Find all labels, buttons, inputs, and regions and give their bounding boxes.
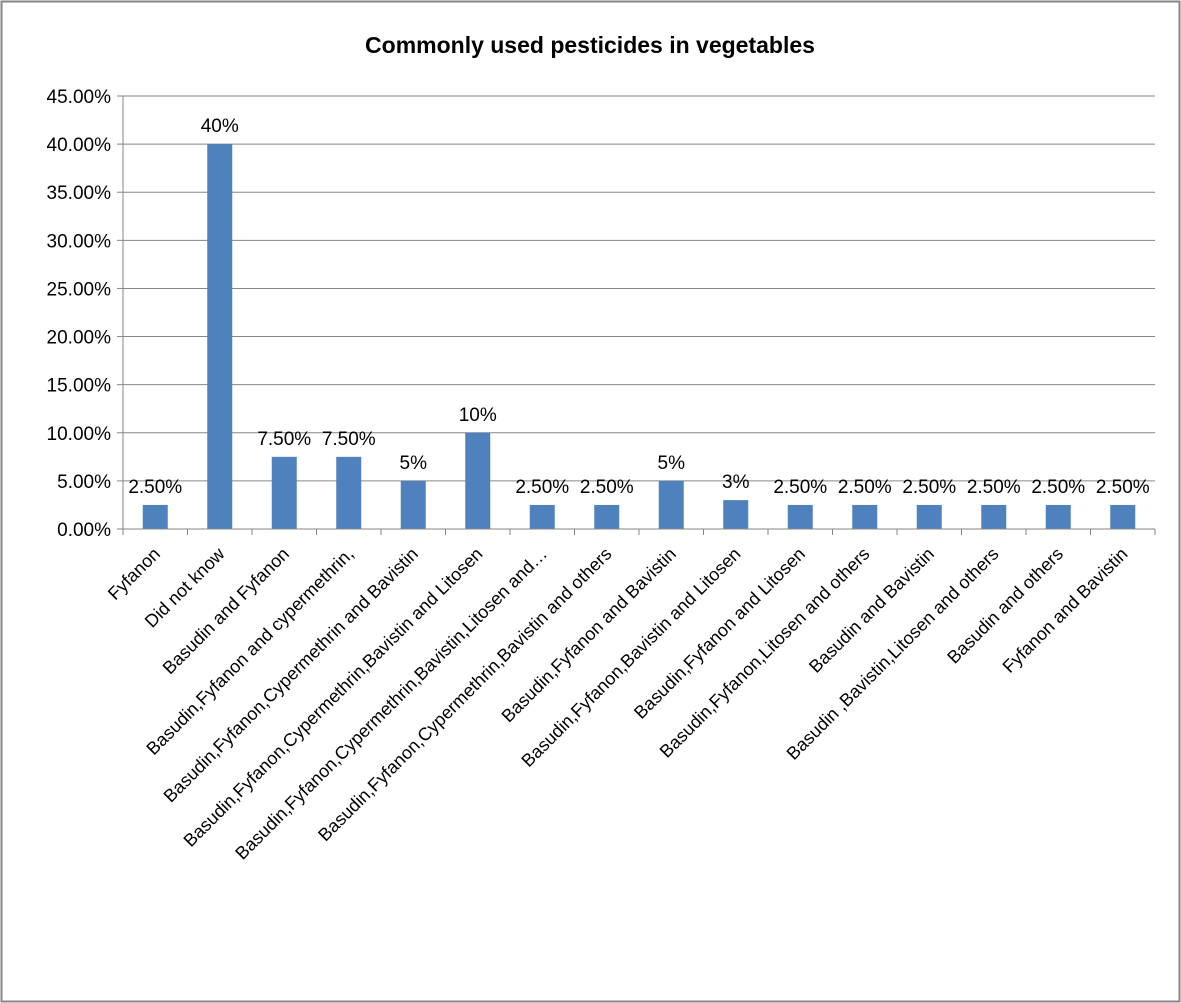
y-tick-label: 35.00% <box>47 183 112 204</box>
y-tick-label: 10.00% <box>47 424 112 445</box>
data-label: 5% <box>658 453 686 474</box>
data-label: 7.50% <box>322 429 376 450</box>
data-label: 2.50% <box>773 477 827 498</box>
y-tick-label: 20.00% <box>47 328 112 349</box>
data-label: 7.50% <box>257 429 311 450</box>
bar <box>1045 504 1071 529</box>
y-tick-label: 40.00% <box>47 135 112 156</box>
data-labels: 2.50% 40% 7.50% 7.50% 5% 10% 2.50% 2.50% 5% 3% 2.5… <box>128 116 1149 498</box>
bar <box>723 500 749 529</box>
data-label: 2.50% <box>838 477 892 498</box>
data-label: 40% <box>201 116 239 137</box>
y-tick-label: 0.00% <box>57 520 111 541</box>
bar <box>594 504 620 529</box>
data-label: 2.50% <box>1031 477 1085 498</box>
bar <box>1110 504 1136 529</box>
data-label: 2.50% <box>515 477 569 498</box>
data-label: 5% <box>400 453 428 474</box>
bar <box>916 504 942 529</box>
bar <box>981 504 1007 529</box>
chart-title: Commonly used pesticides in vegetables <box>365 32 815 58</box>
y-tick-label: 30.00% <box>47 231 112 252</box>
bar <box>207 144 233 529</box>
bar <box>400 480 426 529</box>
bar <box>271 456 297 529</box>
y-tick-label: 15.00% <box>47 376 112 397</box>
data-label: 2.50% <box>580 477 634 498</box>
y-tick-label: 45.00% <box>47 87 112 108</box>
bar <box>852 504 878 529</box>
bar <box>142 504 168 529</box>
axes <box>122 96 1156 535</box>
data-label: 2.50% <box>902 477 956 498</box>
bar <box>465 432 491 529</box>
data-label: 2.50% <box>967 477 1021 498</box>
data-label: 10% <box>459 405 497 426</box>
y-tick-label: 5.00% <box>57 472 111 493</box>
bars <box>142 144 1136 529</box>
y-tick-label: 25.00% <box>47 279 112 300</box>
bar <box>336 456 362 529</box>
bar <box>529 504 555 529</box>
gridlines <box>123 95 1155 482</box>
data-label: 2.50% <box>128 477 182 498</box>
y-axis-ticks: 0.00% 5.00% 10.00% 15.00% 20.00% 25.00% 30.00%… <box>47 87 123 541</box>
data-label: 2.50% <box>1096 477 1150 498</box>
bar <box>658 480 684 529</box>
bar <box>787 504 813 529</box>
data-label: 3% <box>722 472 750 493</box>
